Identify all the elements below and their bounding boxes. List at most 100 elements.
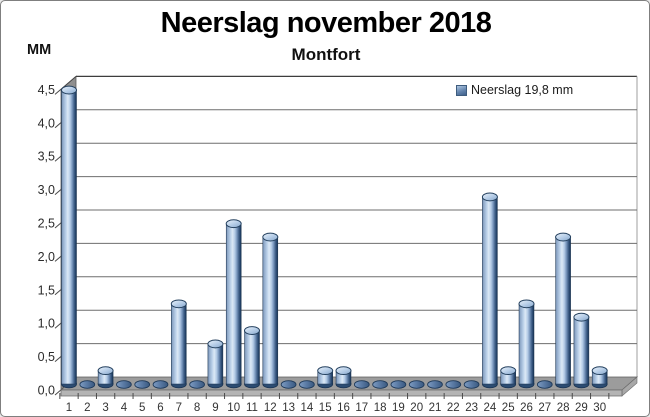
x-axis-label: 27 [538, 402, 551, 414]
bar-body [262, 236, 279, 385]
x-axis-label: 28 [557, 402, 570, 414]
chart-subtitle: Montfort [291, 45, 361, 64]
bar-day-7 [170, 299, 187, 389]
bar-day-17 [353, 380, 370, 389]
bar-day-9 [207, 339, 224, 389]
zero-disk [353, 380, 370, 389]
zero-disk [427, 380, 443, 389]
y-axis-label: 4,0 [38, 116, 55, 130]
x-axis-label: 24 [484, 402, 497, 414]
x-axis-label: 10 [227, 402, 240, 414]
bar-top-cap [244, 326, 260, 335]
zero-disk [445, 380, 462, 389]
bar-day-11 [244, 326, 260, 389]
bar-day-10 [225, 219, 242, 389]
bar-day-12 [262, 232, 279, 389]
bar-top-cap [573, 312, 590, 322]
legend: Neerslag 19,8 mm [456, 83, 573, 97]
bar-body [482, 196, 498, 385]
bar-day-21 [427, 380, 443, 389]
zero-disk [116, 380, 132, 389]
bar-day-27 [536, 380, 553, 389]
zero-disk [152, 380, 169, 389]
bar-day-13 [280, 380, 297, 389]
zero-disk [189, 380, 205, 389]
bar-day-22 [445, 380, 462, 389]
bar-day-24 [481, 192, 498, 389]
bar-day-25 [500, 366, 517, 389]
bar-day-30 [591, 366, 608, 389]
bar-body [171, 303, 187, 385]
bar-day-20 [408, 380, 425, 389]
x-axis-label: 21 [429, 402, 442, 414]
bar-day-3 [97, 366, 114, 389]
x-axis-label: 2 [84, 402, 90, 414]
bar-body [244, 330, 260, 385]
bar-top-cap [500, 366, 517, 376]
x-axis-label: 29 [575, 402, 588, 414]
bar-day-18 [372, 380, 388, 389]
x-axis-label: 7 [176, 402, 182, 414]
bar-body [207, 343, 224, 385]
x-axis-label: 22 [447, 402, 460, 414]
x-axis-label: 19 [392, 402, 405, 414]
x-axis-label: 25 [502, 402, 515, 414]
bar-day-26 [518, 299, 535, 389]
bar-top-cap [481, 192, 498, 202]
bar-top-cap [518, 299, 535, 309]
bar-body [573, 316, 590, 385]
legend-label: Neerslag 19,8 mm [471, 83, 574, 97]
zero-disk [299, 380, 315, 389]
x-axis-label: 13 [282, 402, 295, 414]
bar-top-cap [170, 299, 187, 309]
bar-body [61, 89, 77, 385]
x-axis-label: 30 [593, 402, 606, 414]
x-axis-label: 16 [337, 402, 350, 414]
x-axis-label: 9 [212, 402, 218, 414]
y-axis-label: 2,0 [38, 250, 55, 264]
bar-top-cap [591, 366, 608, 376]
y-axis-label: 1,5 [38, 283, 55, 297]
bar-day-2 [79, 380, 96, 389]
bar-day-16 [335, 366, 352, 389]
bar-top-cap [61, 85, 77, 95]
x-axis-label: 5 [139, 402, 145, 414]
y-axis-unit-label: MM [27, 42, 52, 58]
bar-top-cap [207, 339, 224, 349]
y-axis-label: 0,0 [38, 384, 55, 398]
bar-day-1 [61, 85, 77, 389]
y-axis-label: 2,5 [38, 217, 55, 231]
zero-disk [390, 380, 407, 389]
bar-day-8 [189, 380, 205, 389]
zero-disk [372, 380, 388, 389]
x-axis-label: 1 [66, 402, 72, 414]
bar-top-cap [555, 232, 572, 242]
x-axis-label: 4 [121, 402, 128, 414]
bar-top-cap [262, 232, 279, 242]
x-axis-label: 18 [374, 402, 387, 414]
bar-body [225, 223, 242, 385]
x-axis-label: 23 [465, 402, 478, 414]
legend-series-marker-icon [456, 84, 467, 96]
x-axis-label: 8 [194, 402, 200, 414]
zero-disk [408, 380, 425, 389]
y-axis-label: 3,0 [38, 183, 55, 197]
x-axis-label: 14 [301, 402, 314, 414]
x-axis-label: 11 [246, 402, 258, 414]
bar-day-19 [390, 380, 407, 389]
x-axis-label: 3 [102, 402, 108, 414]
y-axis-label: 0,5 [38, 350, 55, 364]
plot-floor-front [60, 389, 623, 397]
bar-day-4 [116, 380, 132, 389]
bar-top-cap [97, 366, 114, 376]
y-axis-label: 4,5 [38, 83, 55, 97]
x-axis-label: 26 [520, 402, 533, 414]
bar-top-cap [225, 219, 242, 229]
x-axis-label: 12 [264, 402, 277, 414]
x-axis-label: 17 [355, 402, 368, 414]
x-axis-label: 15 [319, 402, 332, 414]
bar-body [518, 303, 535, 385]
bar-day-15 [317, 366, 334, 389]
x-axis-label: 20 [410, 402, 423, 414]
